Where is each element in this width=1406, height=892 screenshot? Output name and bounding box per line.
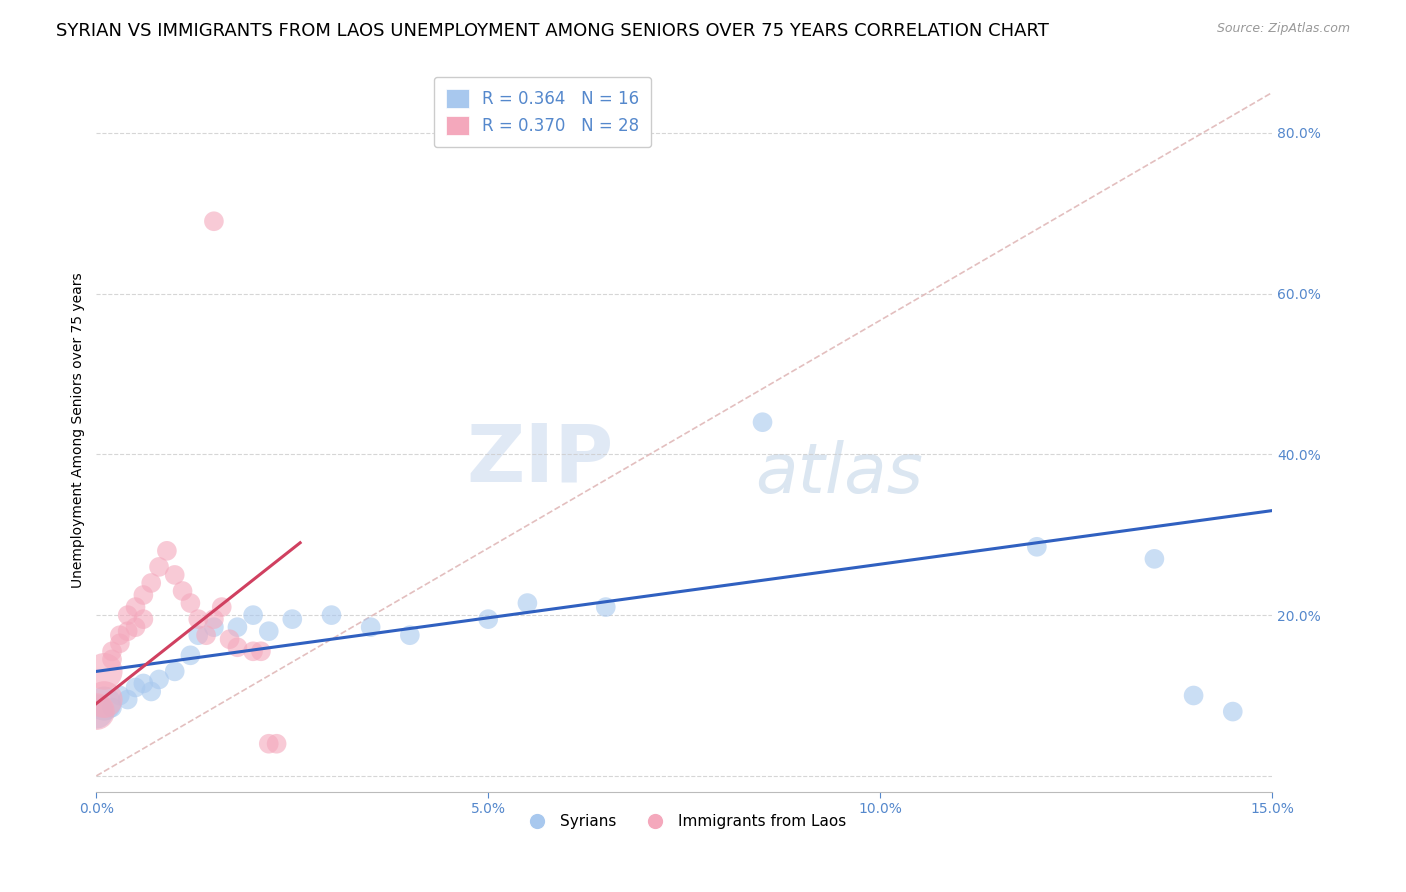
Point bbox=[172, 584, 194, 599]
Point bbox=[141, 576, 163, 591]
Point bbox=[163, 568, 186, 582]
Point bbox=[101, 644, 124, 658]
Point bbox=[86, 705, 108, 719]
Point bbox=[195, 628, 218, 642]
Point bbox=[132, 612, 155, 626]
Point bbox=[179, 596, 201, 610]
Point bbox=[257, 624, 280, 639]
Point bbox=[86, 705, 108, 719]
Point bbox=[117, 624, 139, 639]
Y-axis label: Unemployment Among Seniors over 75 years: Unemployment Among Seniors over 75 years bbox=[72, 272, 86, 588]
Point bbox=[1025, 540, 1047, 554]
Point bbox=[202, 214, 225, 228]
Point bbox=[124, 681, 146, 695]
Point bbox=[187, 628, 209, 642]
Point bbox=[108, 636, 131, 650]
Point bbox=[93, 665, 115, 679]
Point bbox=[321, 608, 343, 623]
Point bbox=[242, 608, 264, 623]
Point bbox=[108, 628, 131, 642]
Point bbox=[360, 620, 382, 634]
Point bbox=[117, 608, 139, 623]
Legend: Syrians, Immigrants from Laos: Syrians, Immigrants from Laos bbox=[516, 808, 852, 835]
Point bbox=[163, 665, 186, 679]
Point bbox=[226, 640, 249, 655]
Text: SYRIAN VS IMMIGRANTS FROM LAOS UNEMPLOYMENT AMONG SENIORS OVER 75 YEARS CORRELAT: SYRIAN VS IMMIGRANTS FROM LAOS UNEMPLOYM… bbox=[56, 22, 1049, 40]
Point bbox=[124, 600, 146, 615]
Point bbox=[93, 692, 115, 706]
Point bbox=[187, 612, 209, 626]
Point bbox=[156, 544, 179, 558]
Point bbox=[751, 415, 773, 429]
Point bbox=[516, 596, 538, 610]
Point bbox=[1222, 705, 1244, 719]
Point bbox=[148, 560, 170, 574]
Point bbox=[218, 632, 240, 647]
Text: Source: ZipAtlas.com: Source: ZipAtlas.com bbox=[1216, 22, 1350, 36]
Point bbox=[257, 737, 280, 751]
Point bbox=[250, 644, 273, 658]
Point bbox=[108, 689, 131, 703]
Point bbox=[93, 697, 115, 711]
Point bbox=[281, 612, 304, 626]
Point bbox=[117, 692, 139, 706]
Point bbox=[1182, 689, 1205, 703]
Point bbox=[101, 652, 124, 666]
Point bbox=[132, 588, 155, 602]
Text: atlas: atlas bbox=[755, 440, 922, 508]
Point bbox=[477, 612, 499, 626]
Point bbox=[148, 673, 170, 687]
Point bbox=[242, 644, 264, 658]
Point bbox=[226, 620, 249, 634]
Point bbox=[179, 648, 201, 663]
Point bbox=[211, 600, 233, 615]
Point bbox=[1143, 552, 1166, 566]
Point bbox=[124, 620, 146, 634]
Point bbox=[132, 676, 155, 690]
Point bbox=[266, 737, 288, 751]
Text: ZIP: ZIP bbox=[467, 420, 613, 498]
Point bbox=[202, 620, 225, 634]
Point bbox=[398, 628, 420, 642]
Point bbox=[595, 600, 617, 615]
Point bbox=[202, 612, 225, 626]
Point bbox=[141, 684, 163, 698]
Point bbox=[101, 700, 124, 714]
